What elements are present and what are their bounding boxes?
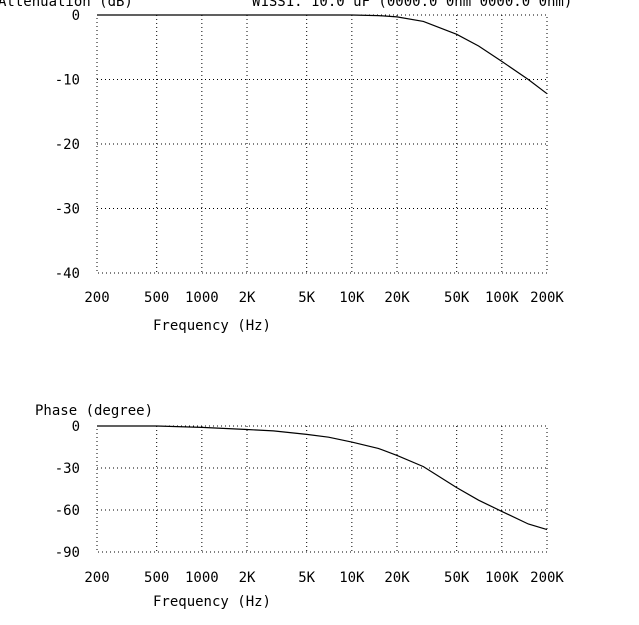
phase-x-axis-label: Frequency (Hz) [153, 594, 271, 610]
attenuation-x-tick-label: 200K [530, 290, 564, 306]
attenuation-y-tick-label: -40 [55, 266, 80, 282]
phase-x-tick-label: 5K [298, 570, 315, 586]
phase-x-tick-label: 200 [84, 570, 109, 586]
attenuation-x-tick-label: 200 [84, 290, 109, 306]
attenuation-x-tick-label: 100K [485, 290, 519, 306]
attenuation-x-tick-label: 50K [444, 290, 470, 306]
phase-gridlines [97, 426, 547, 552]
phase-x-tick-labels: 200 500 1000 2K 5K 10K 20K 50K 100K 200K [84, 570, 564, 586]
attenuation-chart: Attenuation (dB) W1SS1. 10.0 uF (0000.0 … [0, 0, 572, 334]
attenuation-x-tick-label: 20K [384, 290, 410, 306]
phase-x-tick-label: 100K [485, 570, 519, 586]
attenuation-y-tick-labels: 0 -10 -20 -30 -40 [55, 8, 80, 282]
phase-y-tick-label: 0 [72, 419, 80, 435]
attenuation-gridlines [97, 15, 547, 273]
phase-x-tick-label: 10K [339, 570, 365, 586]
attenuation-y-tick-label: -20 [55, 137, 80, 153]
attenuation-header-note: W1SS1. 10.0 uF (0000.0 0hm 0000.0 0hm) [252, 0, 572, 10]
attenuation-curve [97, 14, 548, 95]
attenuation-y-tick-label: 0 [72, 8, 80, 24]
phase-y-tick-label: -60 [55, 503, 80, 519]
phase-axis-title: Phase (degree) [35, 403, 153, 419]
phase-y-tick-labels: 0 -30 -60 -90 [55, 419, 80, 561]
attenuation-x-tick-label: 500 [144, 290, 169, 306]
phase-x-tick-label: 200K [530, 570, 564, 586]
phase-chart: Phase (degree) 0 -30 -60 -90 200 500 1000 2K 5K… [35, 403, 564, 610]
phase-x-tick-label: 20K [384, 570, 410, 586]
attenuation-y-tick-label: -30 [55, 202, 80, 218]
attenuation-axis-title: Attenuation (dB) [0, 0, 133, 10]
attenuation-x-axis-label: Frequency (Hz) [153, 318, 271, 334]
attenuation-x-tick-labels: 200 500 1000 2K 5K 10K 20K 50K 100K 200K [84, 290, 564, 306]
phase-x-tick-label: 2K [239, 570, 256, 586]
phase-x-tick-label: 50K [444, 570, 470, 586]
attenuation-x-tick-label: 10K [339, 290, 365, 306]
phase-y-tick-label: -90 [55, 545, 80, 561]
attenuation-x-tick-label: 2K [239, 290, 256, 306]
phase-curve [97, 425, 548, 531]
attenuation-x-tick-label: 1000 [185, 290, 219, 306]
phase-x-tick-label: 1000 [185, 570, 219, 586]
attenuation-x-tick-label: 5K [298, 290, 315, 306]
attenuation-y-tick-label: -10 [55, 73, 80, 89]
phase-plot-frame [96, 425, 548, 553]
phase-x-tick-label: 500 [144, 570, 169, 586]
phase-y-tick-label: -30 [55, 461, 80, 477]
